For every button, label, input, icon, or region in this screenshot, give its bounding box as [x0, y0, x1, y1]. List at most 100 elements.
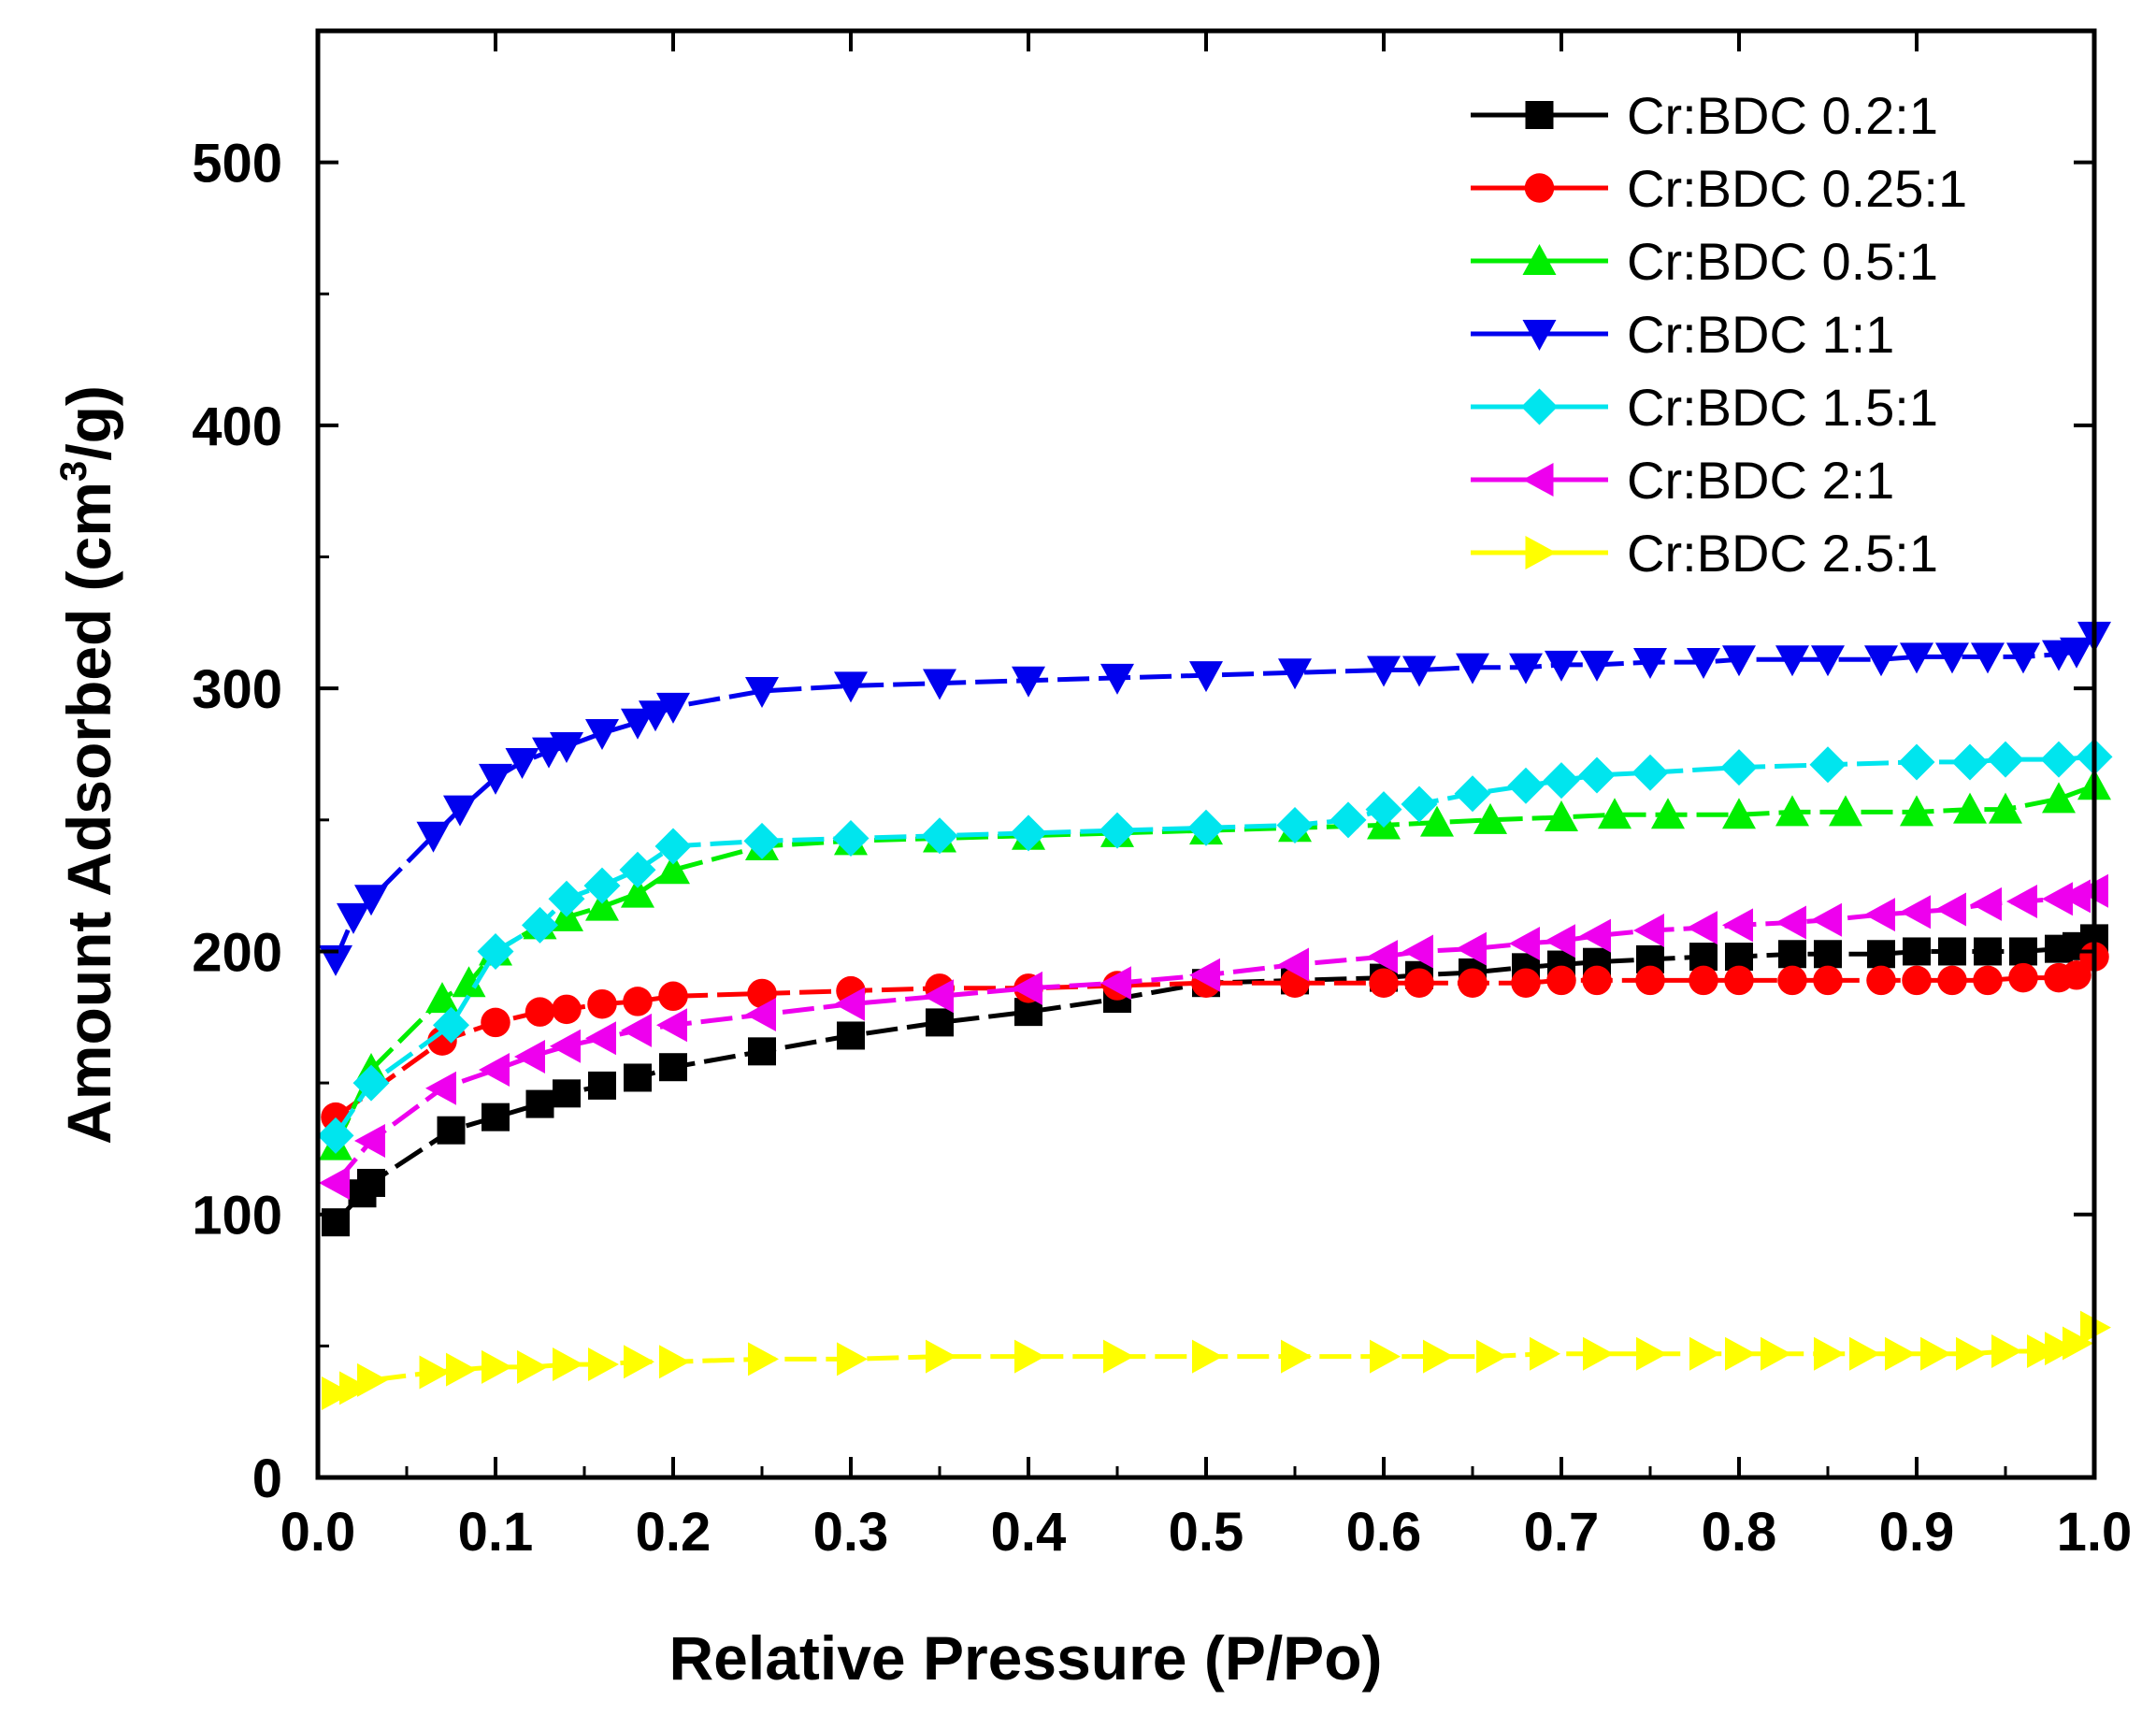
data-point: [1635, 965, 1665, 996]
data-point: [1402, 656, 1436, 687]
legend-entry: Cr:BDC 0.2:1: [1471, 86, 1938, 145]
data-point: [443, 795, 477, 827]
data-point: [621, 876, 654, 908]
axes-layer: 0.0 0.1 0.2 0.3 0.4 0.5 0.6 0.7 0.8 0.9 1.0 0 100 200…: [192, 28, 2133, 1563]
data-point: [1189, 958, 1220, 992]
data-point: [923, 669, 956, 700]
data-point: [1367, 940, 1398, 974]
series-cr-bdc-2-1: [319, 873, 2108, 1200]
series-cr-bdc-0-25-1: [321, 942, 2109, 1132]
data-point: [1456, 653, 1489, 685]
data-point: [1404, 968, 1434, 998]
data-point: [1775, 905, 1806, 940]
data-point: [745, 997, 776, 1031]
data-point: [2042, 782, 2076, 814]
data-point: [1100, 663, 1134, 695]
data-point: [1937, 965, 1967, 996]
data-point: [1885, 1336, 1916, 1371]
legend-label: Cr:BDC 1.5:1: [1627, 378, 1938, 437]
data-point: [1509, 927, 1540, 961]
data-point: [1582, 965, 1612, 996]
data-point: [1898, 743, 1935, 781]
legend-label: Cr:BDC 2:1: [1627, 451, 1894, 510]
data-point: [1476, 1339, 1507, 1374]
data-point: [585, 889, 619, 921]
data-point: [2045, 1332, 2076, 1366]
data-point: [1991, 1333, 2022, 1368]
y-tick-label: 100: [192, 1186, 282, 1247]
data-point: [452, 966, 486, 998]
legend-marker: [1525, 101, 1554, 129]
data-point: [1813, 965, 1843, 996]
legend-marker: [1521, 388, 1558, 425]
data-point: [352, 1064, 390, 1102]
data-point: [1866, 965, 1896, 996]
data-point: [1276, 806, 1314, 843]
data-point: [585, 718, 619, 750]
data-point: [433, 1006, 469, 1044]
data-point: [624, 1063, 652, 1092]
data-point: [1953, 792, 1987, 824]
data-point: [2042, 882, 2073, 916]
data-point: [2063, 1326, 2093, 1361]
data-point: [1971, 642, 2005, 674]
data-point: [1578, 757, 1616, 794]
data-point: [505, 747, 539, 779]
data-point: [1973, 965, 2003, 996]
data-point: [926, 1008, 954, 1037]
data-point: [339, 1371, 370, 1405]
data-point: [425, 982, 459, 1014]
data-point: [656, 853, 690, 885]
data-point: [1724, 965, 1754, 996]
data-point: [1811, 902, 1842, 937]
data-point: [1722, 645, 1756, 677]
data-point: [416, 821, 451, 853]
data-point: [1636, 1336, 1667, 1371]
data-point: [1509, 653, 1543, 685]
data-point: [1633, 913, 1664, 947]
data-point: [2040, 741, 2077, 778]
data-point: [1775, 645, 1809, 677]
data-point: [1689, 1336, 1720, 1371]
data-point: [1545, 650, 1578, 682]
data-point: [1511, 968, 1541, 998]
x-tick-label: 0.4: [991, 1502, 1067, 1563]
data-point: [654, 828, 692, 865]
data-point: [1012, 666, 1045, 698]
data-point: [1951, 743, 1989, 781]
legend-marker: [1524, 173, 1555, 203]
y-axis-title-suffix: /g): [54, 385, 123, 461]
y-tick-label: 400: [192, 396, 282, 457]
series-cr-bdc-2-5-1: [322, 1310, 2111, 1410]
data-point: [659, 1053, 687, 1082]
data-point: [587, 988, 617, 1019]
y-axis-title-prefix: Amount Adsorbed (cm: [54, 482, 123, 1145]
data-point: [1189, 661, 1223, 693]
data-point: [1187, 809, 1225, 846]
data-point: [525, 997, 555, 1027]
data-point: [2027, 1333, 2058, 1368]
data-point: [623, 987, 653, 1016]
x-tick-label: 1.0: [2057, 1502, 2133, 1563]
data-point: [745, 676, 779, 708]
data-point: [837, 1021, 865, 1050]
data-point: [322, 1376, 352, 1410]
data-point: [1530, 1336, 1560, 1371]
data-point: [1971, 886, 2002, 921]
data-point: [1370, 1339, 1401, 1374]
data-point: [1278, 658, 1312, 690]
data-point: [1014, 1339, 1045, 1374]
data-point: [659, 1345, 690, 1379]
data-point: [1473, 802, 1507, 834]
legend-label: Cr:BDC 0.5:1: [1627, 232, 1938, 291]
data-point: [1401, 785, 1438, 823]
data-point: [1633, 648, 1667, 680]
data-point: [588, 1071, 616, 1100]
legend-marker: [1522, 244, 1557, 275]
data-point: [921, 817, 958, 855]
data-point: [2006, 642, 2040, 674]
legend-marker: [1525, 536, 1557, 569]
data-point: [656, 692, 690, 724]
series-cr-bdc-1-1: [319, 621, 2111, 976]
